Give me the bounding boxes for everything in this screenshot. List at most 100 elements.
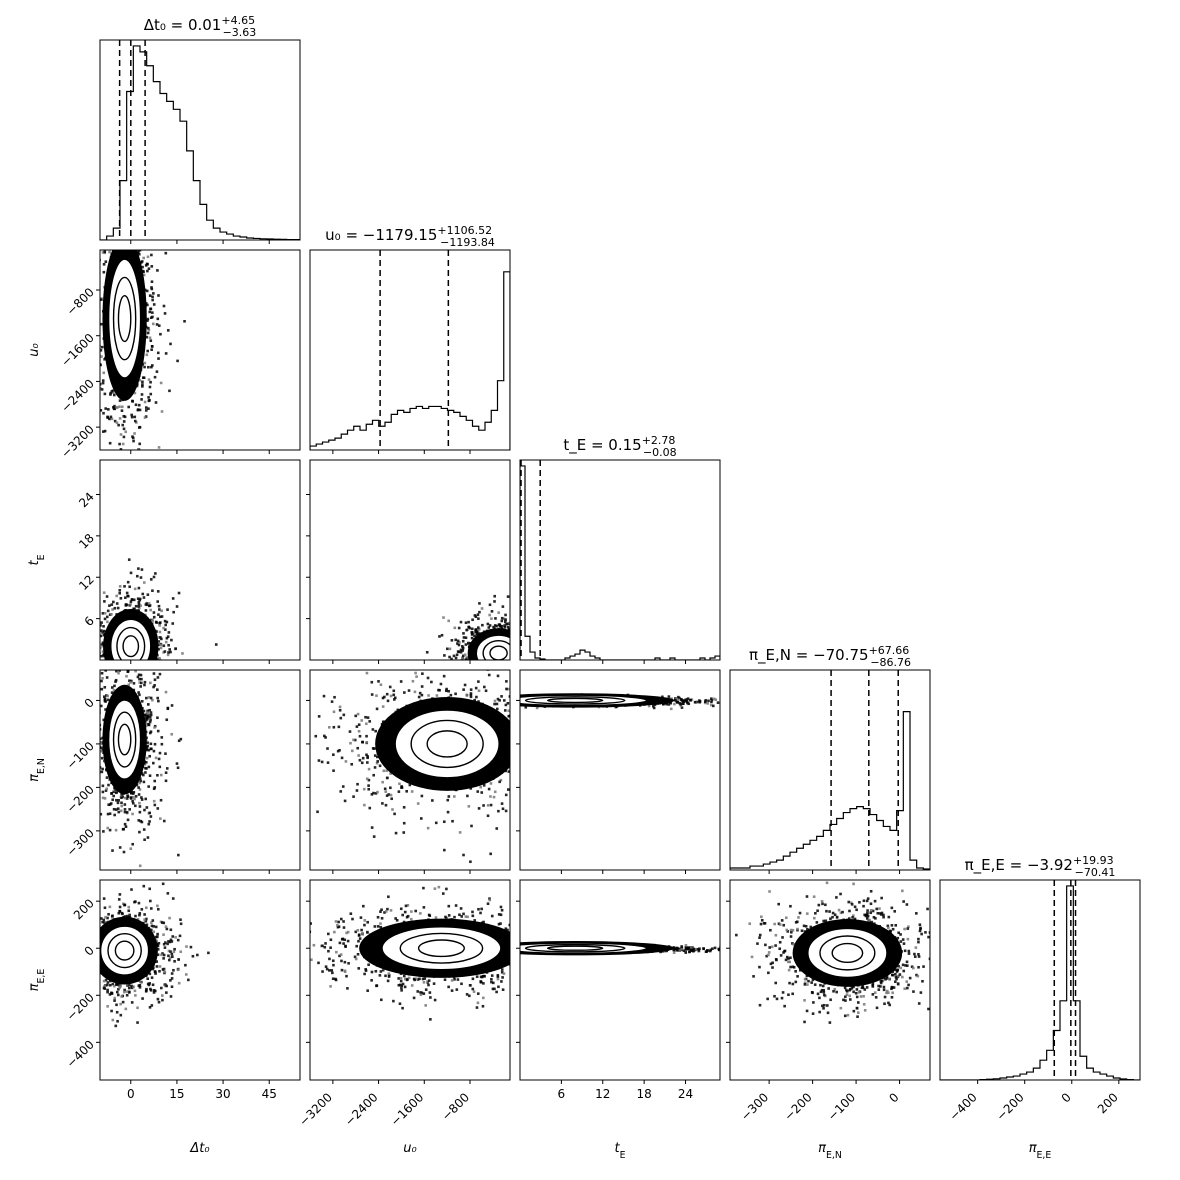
scatter-point <box>383 695 386 699</box>
scatter-point <box>121 423 125 427</box>
scatter-point <box>138 663 141 666</box>
scatter-point <box>149 608 152 612</box>
scatter-point <box>504 613 507 617</box>
scatter-point <box>81 255 84 258</box>
scatter-point <box>368 806 372 810</box>
scatter-point <box>552 814 555 817</box>
scatter-point <box>481 663 484 666</box>
scatter-point <box>116 801 120 805</box>
scatter-point <box>143 838 146 842</box>
scatter-point <box>135 663 138 666</box>
scatter-point <box>103 692 106 695</box>
scatter-point <box>138 801 141 805</box>
scatter-point <box>125 231 128 234</box>
scatter-point <box>149 676 152 679</box>
scatter-point <box>160 742 164 746</box>
scatter-point <box>123 822 127 826</box>
scatter-point <box>96 377 99 380</box>
scatter-point <box>337 725 341 729</box>
scatter-point <box>82 248 85 251</box>
scatter-point <box>505 680 508 683</box>
scatter-point <box>168 389 171 393</box>
scatter-point <box>456 639 460 643</box>
scatter-point <box>476 664 479 667</box>
scatter-point <box>116 244 119 247</box>
scatter-point <box>108 828 112 832</box>
scatter-point <box>146 331 150 335</box>
scatter-point <box>552 831 555 834</box>
scatter-point <box>411 679 415 683</box>
scatter-point <box>138 598 141 602</box>
scatter-point <box>96 667 99 670</box>
scatter-point <box>96 710 99 713</box>
scatter-point <box>106 694 110 698</box>
scatter-point <box>153 662 156 665</box>
scatter-point <box>693 700 697 704</box>
scatter-point <box>523 747 526 750</box>
contour-1 <box>116 626 146 660</box>
scatter-point <box>90 716 93 719</box>
scatter-point <box>129 664 132 667</box>
scatter-point <box>153 786 157 789</box>
scatter-point <box>496 661 499 664</box>
scatter-point <box>120 405 124 409</box>
scatter-point <box>488 624 492 627</box>
scatter-point <box>506 664 509 667</box>
scatter-point <box>470 663 473 666</box>
scatter-point <box>92 230 95 233</box>
scatter-point <box>384 790 388 793</box>
scatter-point <box>80 276 83 279</box>
scatter-point <box>497 671 500 674</box>
scatter-point <box>357 754 360 757</box>
scatter-point <box>341 697 344 700</box>
scatter-point <box>157 757 161 761</box>
scatter-point <box>129 472 132 475</box>
scatter-point <box>166 608 169 611</box>
scatter-point <box>146 269 149 273</box>
panel-frame <box>309 249 511 451</box>
scatter-point <box>326 747 329 750</box>
scatter-point <box>549 769 552 772</box>
scatter-point <box>148 811 152 815</box>
scatter-point <box>153 726 156 729</box>
scatter-point <box>70 655 73 658</box>
scatter-point <box>377 680 380 683</box>
scatter-point <box>134 673 137 676</box>
scatter-point <box>489 782 493 785</box>
scatter-point <box>126 818 130 822</box>
scatter-point <box>151 219 154 222</box>
scatter-point <box>133 797 136 801</box>
scatter-point <box>115 145 118 148</box>
scatter-point <box>530 667 533 670</box>
scatter-point <box>510 758 513 761</box>
scatter-point <box>507 627 510 631</box>
scatter-point <box>162 714 165 717</box>
scatter-point <box>354 714 358 718</box>
scatter-point <box>118 676 121 679</box>
scatter-point <box>505 664 508 667</box>
scatter-point <box>159 646 163 650</box>
scatter-point <box>496 707 499 711</box>
scatter-point <box>137 673 141 677</box>
scatter-point <box>87 635 90 638</box>
scatter-point <box>149 713 153 717</box>
scatter-point <box>132 111 135 114</box>
scatter-point <box>151 620 154 623</box>
panel-u0-dt0: −3200−2400−1600−800 <box>58 111 301 475</box>
scatter-point <box>125 674 128 678</box>
scatter-point <box>132 232 135 235</box>
scatter-point <box>142 709 146 713</box>
scatter-point <box>142 780 146 784</box>
scatter-point <box>127 405 131 409</box>
scatter-point <box>385 769 388 772</box>
scatter-point <box>122 205 125 208</box>
scatter-point <box>527 690 530 693</box>
scatter-point <box>111 243 114 246</box>
scatter-point <box>106 662 109 665</box>
scatter-point <box>525 762 528 765</box>
scatter-point <box>151 618 154 622</box>
scatter-point <box>145 262 149 266</box>
scatter-point <box>356 712 360 716</box>
scatter-point <box>491 676 494 679</box>
scatter-point <box>100 387 102 390</box>
